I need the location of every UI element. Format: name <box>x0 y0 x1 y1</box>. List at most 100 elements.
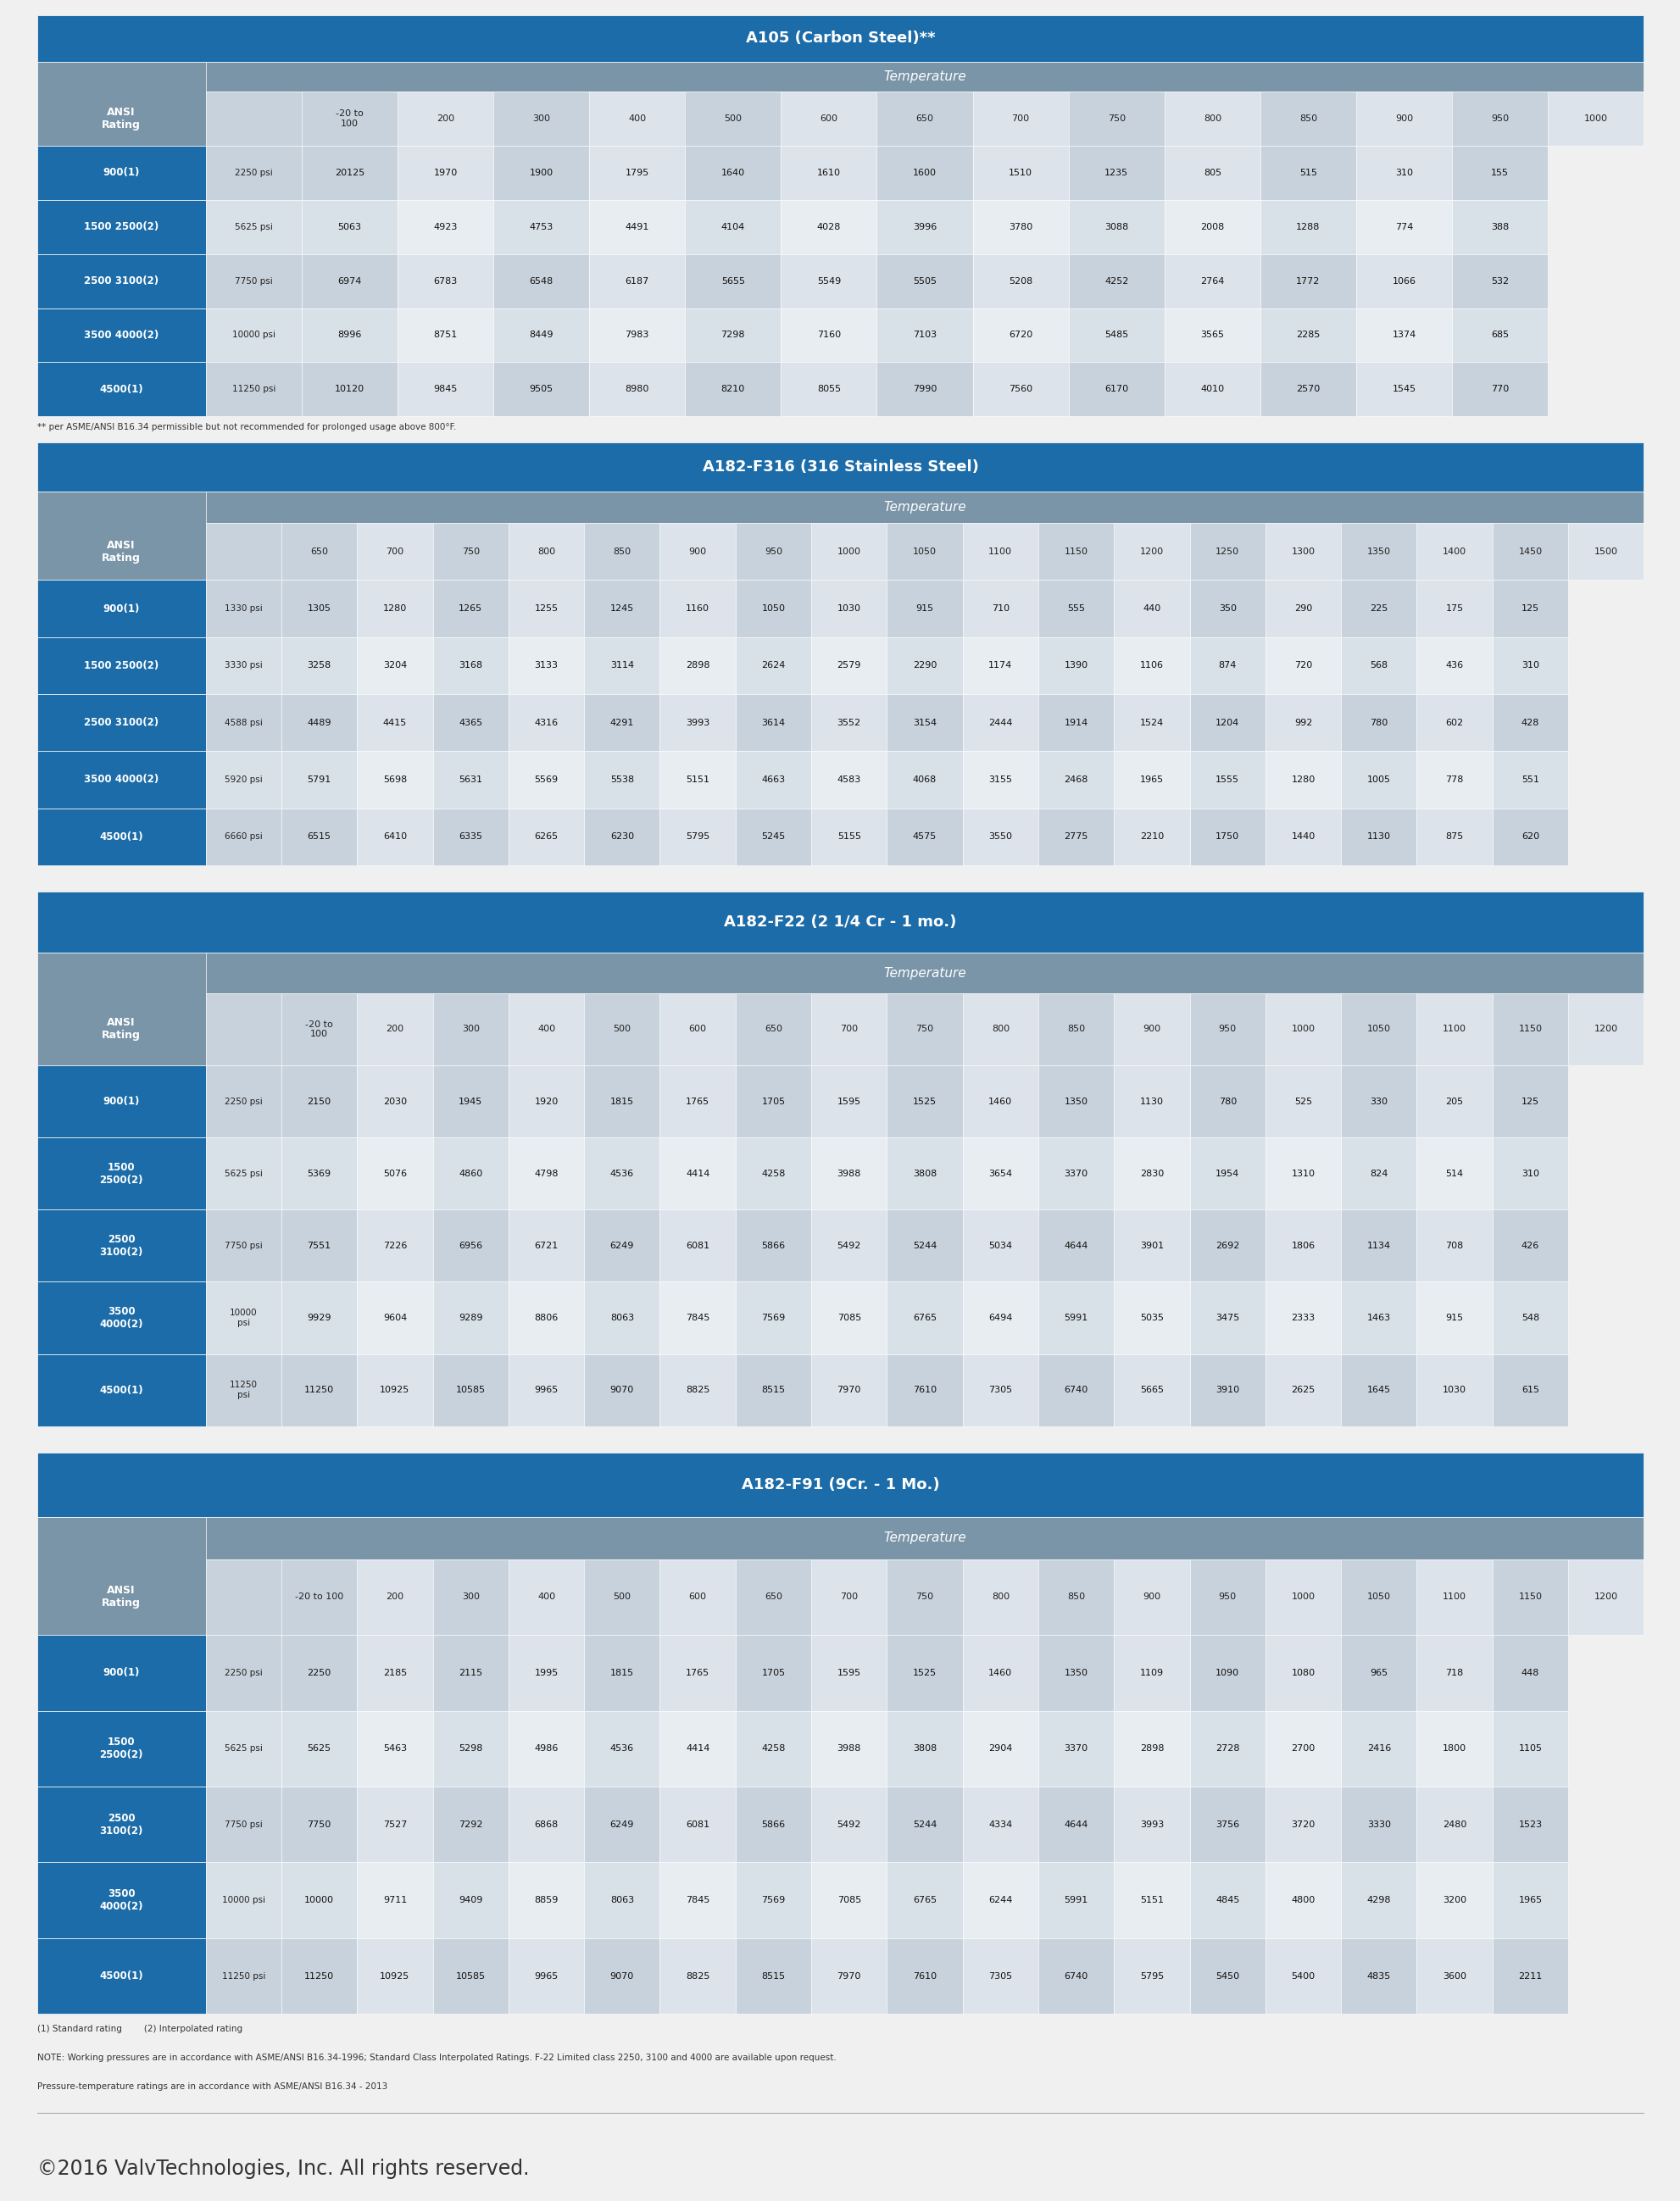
Bar <box>281 1211 356 1281</box>
Bar <box>1492 993 1567 1065</box>
Bar <box>973 145 1068 200</box>
Bar <box>1341 1635 1416 1710</box>
Bar <box>1492 1787 1567 1862</box>
Bar <box>736 1862 811 1939</box>
Text: 7970: 7970 <box>837 1972 860 1981</box>
Bar <box>1341 1281 1416 1354</box>
Bar <box>590 363 685 416</box>
Bar <box>1492 1710 1567 1787</box>
Bar <box>37 442 1643 491</box>
Text: 6081: 6081 <box>685 1820 709 1829</box>
Bar <box>281 751 356 808</box>
Text: 5866: 5866 <box>761 1241 785 1250</box>
Text: 1310: 1310 <box>1290 1169 1314 1178</box>
Text: 3565: 3565 <box>1200 330 1223 339</box>
Bar <box>1356 308 1452 363</box>
Bar <box>205 751 281 808</box>
Text: 7610: 7610 <box>912 1972 936 1981</box>
Text: 7750 psi: 7750 psi <box>235 277 272 286</box>
Text: 2444: 2444 <box>988 718 1011 726</box>
Text: 11250: 11250 <box>304 1972 334 1981</box>
Bar <box>281 1862 356 1939</box>
Bar <box>432 1787 509 1862</box>
Bar <box>1341 1211 1416 1281</box>
Bar <box>1189 1558 1265 1635</box>
Bar <box>205 200 301 253</box>
Bar <box>1416 1065 1492 1138</box>
Bar <box>37 308 205 363</box>
Bar <box>432 1635 509 1710</box>
Bar <box>1492 751 1567 808</box>
Text: 6765: 6765 <box>912 1314 936 1323</box>
Bar <box>356 1211 432 1281</box>
Text: 175: 175 <box>1445 605 1463 612</box>
Bar <box>205 363 301 416</box>
Text: 5485: 5485 <box>1104 330 1127 339</box>
Bar <box>1341 993 1416 1065</box>
Bar <box>281 693 356 751</box>
Text: 5463: 5463 <box>383 1745 407 1752</box>
Bar <box>432 993 509 1065</box>
Bar <box>963 693 1038 751</box>
Bar <box>494 145 590 200</box>
Bar <box>37 693 205 751</box>
Bar <box>963 1787 1038 1862</box>
Bar <box>887 993 963 1065</box>
Bar <box>660 1065 736 1138</box>
Text: -20 to
100: -20 to 100 <box>306 1019 333 1039</box>
Bar <box>1038 1281 1114 1354</box>
Text: 4414: 4414 <box>685 1745 709 1752</box>
Text: 11250 psi: 11250 psi <box>232 385 276 394</box>
Bar <box>1416 1787 1492 1862</box>
Bar <box>585 693 660 751</box>
Text: 965: 965 <box>1369 1668 1388 1677</box>
Bar <box>1341 581 1416 636</box>
Text: 10925: 10925 <box>380 1387 410 1393</box>
Text: 615: 615 <box>1520 1387 1539 1393</box>
Text: 2728: 2728 <box>1215 1745 1240 1752</box>
Bar <box>432 1211 509 1281</box>
Text: 4644: 4644 <box>1063 1820 1087 1829</box>
Bar <box>205 253 301 308</box>
Bar <box>811 693 887 751</box>
Text: 700: 700 <box>386 548 403 557</box>
Bar <box>1356 253 1452 308</box>
Bar <box>37 636 205 693</box>
Bar <box>585 751 660 808</box>
Bar <box>37 491 1643 524</box>
Bar <box>1492 1558 1567 1635</box>
Bar <box>281 636 356 693</box>
Text: 7298: 7298 <box>721 330 744 339</box>
Bar <box>281 1065 356 1138</box>
Text: 7085: 7085 <box>837 1895 860 1904</box>
Bar <box>509 581 585 636</box>
Text: Temperature: Temperature <box>884 966 966 979</box>
Bar <box>494 92 590 145</box>
Text: 4491: 4491 <box>625 222 648 231</box>
Text: 650: 650 <box>916 114 932 123</box>
Bar <box>1164 92 1260 145</box>
Bar <box>1260 308 1356 363</box>
Text: 1525: 1525 <box>912 1096 936 1105</box>
Text: 515: 515 <box>1299 169 1317 176</box>
Text: -20 to 100: -20 to 100 <box>294 1594 343 1602</box>
Text: 3154: 3154 <box>912 718 936 726</box>
Bar <box>1114 1635 1189 1710</box>
Bar <box>205 308 301 363</box>
Text: 6230: 6230 <box>610 832 633 841</box>
Bar <box>585 636 660 693</box>
Text: 3654: 3654 <box>988 1169 1011 1178</box>
Text: 3993: 3993 <box>1139 1820 1163 1829</box>
Bar <box>1567 993 1643 1065</box>
Text: 5625 psi: 5625 psi <box>225 1745 262 1752</box>
Text: 3996: 3996 <box>912 222 936 231</box>
Text: 7085: 7085 <box>837 1314 860 1323</box>
Bar <box>887 1862 963 1939</box>
Bar <box>585 524 660 581</box>
Bar <box>736 1939 811 2014</box>
Text: 2333: 2333 <box>1290 1314 1314 1323</box>
Bar <box>1452 92 1547 145</box>
Text: 5298: 5298 <box>459 1745 482 1752</box>
Bar <box>736 808 811 865</box>
Text: 1772: 1772 <box>1295 277 1320 286</box>
